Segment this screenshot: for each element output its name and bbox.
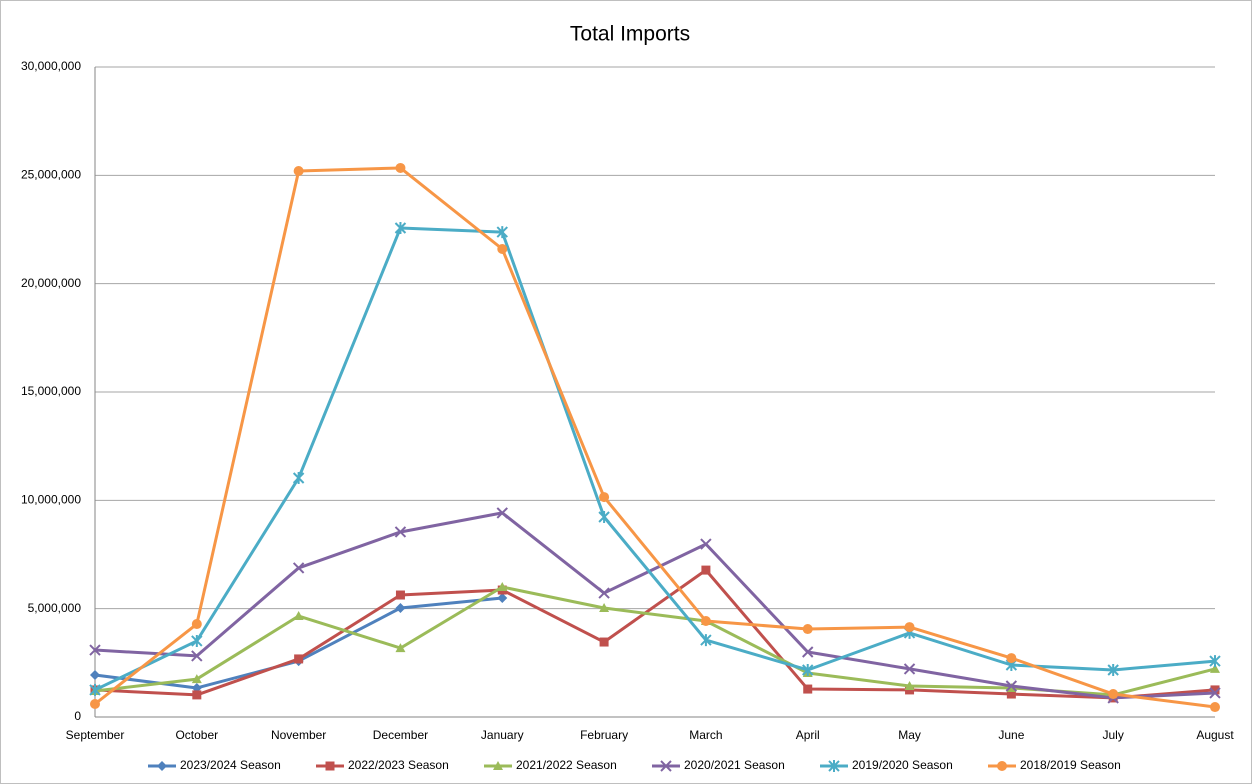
data-point bbox=[700, 634, 712, 647]
data-point bbox=[293, 611, 304, 621]
legend-marker bbox=[493, 761, 503, 770]
x-tick-label: June bbox=[998, 728, 1024, 742]
data-point bbox=[395, 162, 406, 173]
x-tick-label: October bbox=[175, 728, 218, 742]
data-point bbox=[293, 166, 304, 176]
data-point bbox=[496, 226, 508, 239]
data-point bbox=[700, 616, 711, 627]
data-point bbox=[292, 472, 305, 485]
data-point bbox=[191, 619, 202, 630]
data-point bbox=[802, 624, 813, 635]
y-tick-label: 25,000,000 bbox=[21, 168, 81, 182]
data-point bbox=[191, 650, 203, 662]
data-point bbox=[395, 603, 406, 614]
y-tick-label: 30,000,000 bbox=[21, 59, 81, 73]
x-tick-label: May bbox=[898, 728, 921, 742]
legend-marker bbox=[660, 760, 672, 772]
x-tick-label: March bbox=[689, 728, 722, 742]
data-point bbox=[599, 637, 609, 647]
legend-label: 2019/2020 Season bbox=[852, 758, 953, 772]
data-point bbox=[497, 582, 508, 591]
data-point bbox=[496, 507, 508, 519]
legend-marker bbox=[157, 761, 167, 771]
data-point bbox=[1210, 663, 1220, 673]
data-point bbox=[802, 646, 814, 658]
legend-marker bbox=[997, 761, 1007, 771]
y-tick-label: 20,000,000 bbox=[21, 276, 81, 290]
data-point bbox=[1210, 685, 1220, 695]
series-line bbox=[94, 226, 1216, 692]
data-point bbox=[903, 663, 916, 675]
x-tick-label: September bbox=[66, 728, 125, 742]
data-point bbox=[191, 634, 203, 647]
series-line bbox=[94, 166, 1216, 709]
data-point bbox=[89, 683, 101, 696]
data-point bbox=[803, 684, 813, 694]
data-point bbox=[598, 587, 610, 599]
data-point bbox=[90, 699, 100, 709]
data-point bbox=[1210, 702, 1220, 713]
y-tick-label: 10,000,000 bbox=[21, 493, 81, 507]
data-point bbox=[700, 538, 712, 550]
data-point bbox=[802, 663, 814, 676]
series-line bbox=[94, 568, 1216, 700]
data-point bbox=[497, 593, 508, 604]
legend-label: 2018/2019 Season bbox=[1020, 758, 1121, 772]
chart-title: Total Imports bbox=[570, 23, 690, 46]
data-point bbox=[89, 644, 101, 656]
data-point bbox=[394, 221, 407, 234]
data-point bbox=[394, 526, 407, 538]
series-line bbox=[94, 511, 1216, 700]
data-point bbox=[598, 511, 610, 524]
data-point bbox=[904, 681, 915, 691]
data-point bbox=[1006, 689, 1016, 699]
data-point bbox=[90, 669, 100, 680]
data-point bbox=[599, 492, 610, 503]
data-point bbox=[1005, 680, 1018, 692]
data-point bbox=[1108, 689, 1119, 700]
legend-label: 2022/2023 Season bbox=[348, 758, 449, 772]
x-tick-label: January bbox=[481, 728, 524, 742]
data-point bbox=[395, 590, 405, 600]
x-tick-label: December bbox=[373, 728, 428, 742]
data-point bbox=[701, 565, 711, 575]
x-tick-label: April bbox=[796, 728, 820, 742]
legend-marker bbox=[828, 760, 840, 772]
data-point bbox=[1209, 687, 1221, 699]
data-point bbox=[294, 654, 304, 664]
data-point bbox=[1209, 655, 1221, 668]
x-tick-label: July bbox=[1103, 728, 1124, 742]
legend-label: 2021/2022 Season bbox=[516, 758, 617, 772]
data-point bbox=[191, 674, 202, 684]
x-tick-label: November bbox=[271, 728, 326, 742]
y-tick-label: 15,000,000 bbox=[21, 384, 81, 398]
data-point bbox=[1107, 663, 1119, 676]
data-point bbox=[599, 603, 610, 613]
data-point bbox=[292, 562, 305, 574]
legend-marker bbox=[325, 761, 335, 771]
data-point bbox=[192, 690, 202, 700]
data-point bbox=[904, 622, 915, 633]
x-tick-label: February bbox=[580, 728, 628, 742]
y-tick-label: 5,000,000 bbox=[28, 601, 82, 615]
x-tick-label: August bbox=[1196, 728, 1234, 742]
legend-label: 2020/2021 Season bbox=[684, 758, 785, 772]
data-point bbox=[395, 643, 406, 653]
legend-label: 2023/2024 Season bbox=[180, 758, 281, 772]
data-point bbox=[1006, 653, 1017, 664]
y-tick-label: 0 bbox=[74, 709, 81, 723]
data-point bbox=[497, 244, 508, 254]
